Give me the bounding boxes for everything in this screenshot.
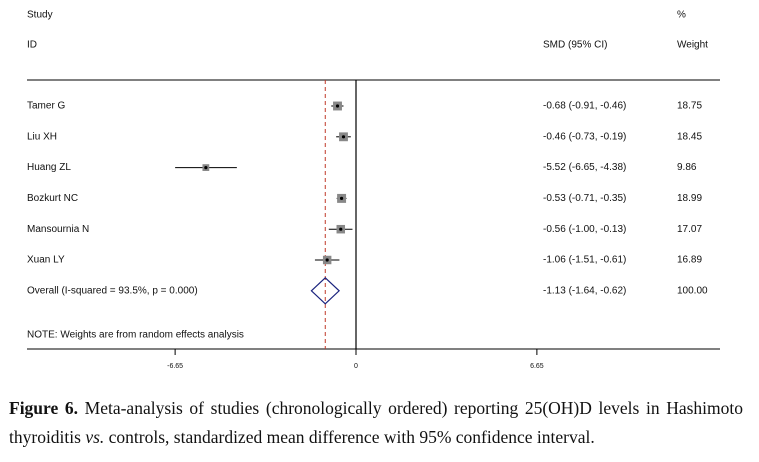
- study-name: Xuan LY: [27, 255, 65, 266]
- weight-label: 100.00: [677, 285, 708, 296]
- study-name: Liu XH: [27, 131, 57, 142]
- caption-label: Figure 6.: [9, 398, 79, 418]
- x-tick-label: -6.65: [167, 363, 183, 370]
- point-dot: [339, 196, 344, 200]
- note: NOTE: Weights are from random effects an…: [27, 330, 244, 341]
- ci-label: -0.68 (-0.91, -0.46): [543, 101, 626, 112]
- study-name: Tamer G: [27, 101, 66, 112]
- caption-text: controls, standardized mean difference w…: [104, 427, 595, 447]
- overall-name: Overall (I-squared = 93.5%, p = 0.000): [27, 285, 198, 296]
- weight-label: 17.07: [677, 224, 702, 235]
- ci-label: -0.56 (-1.00, -0.13): [543, 224, 626, 235]
- x-tick-label: 0: [354, 363, 358, 370]
- weight-label: 16.89: [677, 255, 702, 266]
- ci-label: -1.13 (-1.64, -0.62): [543, 285, 626, 296]
- study-name: Bozkurt NC: [27, 193, 78, 204]
- caption-text: Meta-analysis of studies (chronologicall…: [9, 398, 743, 447]
- caption-italic: vs.: [85, 427, 105, 447]
- header-weight: Weight: [677, 40, 708, 51]
- chart: Study ID SMD (95% CI) % Weight Tamer G -0…: [27, 10, 720, 370]
- weight-label: 9.86: [677, 162, 697, 173]
- overall-diamond: [310, 276, 341, 305]
- study-name: Mansournia N: [27, 224, 89, 235]
- point-dot: [341, 135, 346, 139]
- header-percent: %: [677, 10, 686, 21]
- study-name: Huang ZL: [27, 162, 71, 173]
- header-id: ID: [27, 40, 37, 51]
- weight-label: 18.99: [677, 193, 702, 204]
- point-dot: [325, 258, 329, 262]
- ci-label: -0.46 (-0.73, -0.19): [543, 131, 626, 142]
- header-study: Study: [27, 10, 53, 21]
- caption: Figure 6. Meta-analysis of studies (chro…: [9, 394, 743, 452]
- weight-label: 18.45: [677, 131, 702, 142]
- point-dot: [204, 166, 208, 170]
- point-dot: [335, 104, 340, 108]
- weight-label: 18.75: [677, 101, 702, 112]
- ci-label: -5.52 (-6.65, -4.38): [543, 162, 626, 173]
- ci-label: -1.06 (-1.51, -0.61): [543, 255, 626, 266]
- ci-label: -0.53 (-0.71, -0.35): [543, 193, 626, 204]
- x-tick-label: 6.65: [530, 363, 544, 370]
- header-effect: SMD (95% CI): [543, 40, 607, 51]
- point-dot: [339, 227, 343, 231]
